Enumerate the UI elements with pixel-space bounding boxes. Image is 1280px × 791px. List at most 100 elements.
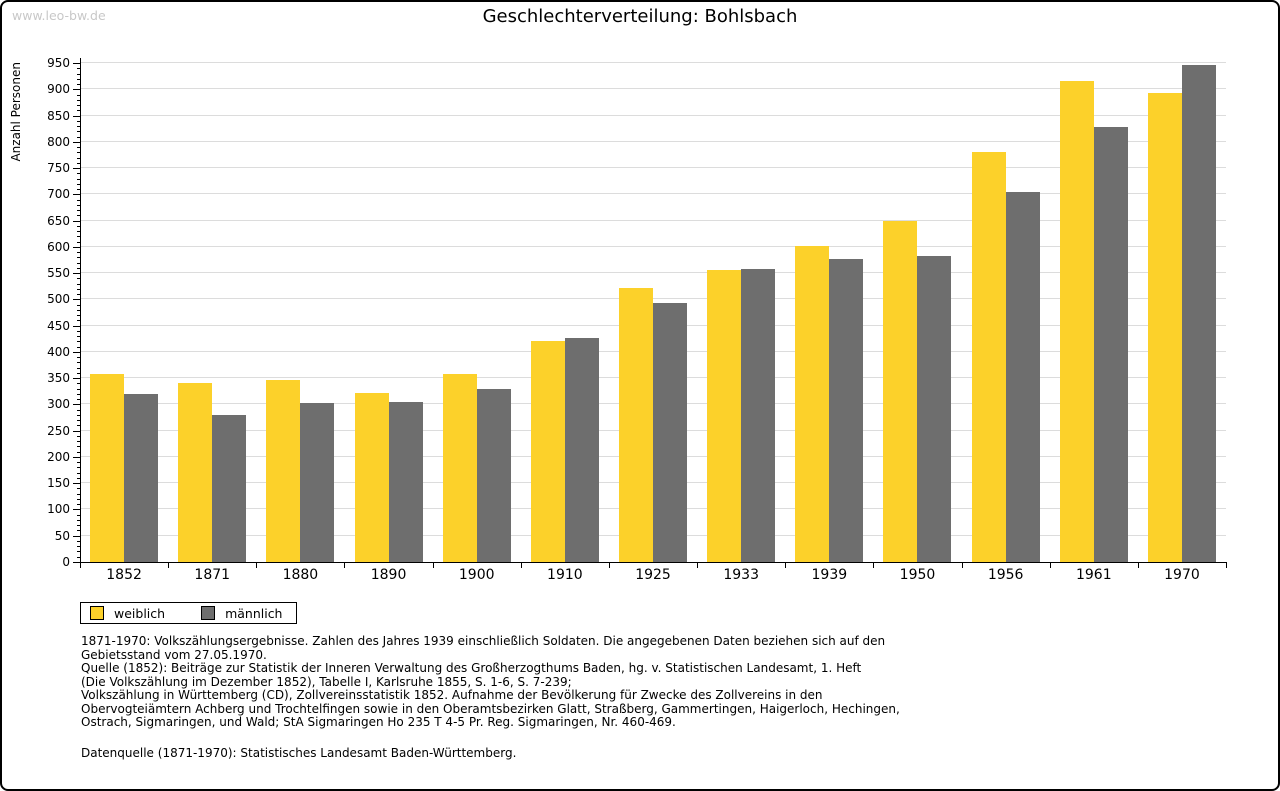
y-tick-400 xyxy=(73,351,80,353)
footnote-line-6: Obervogteiämtern Achberg und Trochtelfin… xyxy=(81,701,900,716)
legend-label: männlich xyxy=(225,605,283,621)
y-tick-200 xyxy=(73,456,80,458)
y-tick-840 xyxy=(77,120,80,122)
y-tick-900 xyxy=(73,89,80,91)
bar-1939-männlich xyxy=(829,258,864,562)
y-tick-750 xyxy=(73,168,80,170)
y-tick-280 xyxy=(77,414,80,416)
y-tick-740 xyxy=(77,173,80,175)
bar-1871-männlich xyxy=(212,414,247,562)
bar-group-1871 xyxy=(168,63,256,562)
y-tick-660 xyxy=(77,215,80,217)
x-tick-0 xyxy=(80,563,81,568)
x-axis-labels: 1852 1871 1880 1890 1900 1910 1925 1933 1939 1950… xyxy=(80,567,1226,583)
y-tick-820 xyxy=(77,131,80,133)
y-tick-930 xyxy=(77,73,80,75)
page-title: Geschlechterverteilung: Bohlsbach xyxy=(482,6,798,27)
footnote-line-7: Ostrach, Sigmaringen, und Wald; StA Sigm… xyxy=(81,715,676,729)
y-tick-540 xyxy=(77,278,80,280)
gridline-750 xyxy=(80,167,1226,169)
y-tick-530 xyxy=(77,283,80,285)
y-tick-380 xyxy=(77,362,80,364)
y-tick-650 xyxy=(73,220,80,222)
y-tick-490 xyxy=(77,304,80,306)
legend-label: weiblich xyxy=(114,605,166,621)
bar-groups xyxy=(80,63,1226,562)
y-tick-700 xyxy=(73,194,80,196)
y-tick-480 xyxy=(77,309,80,311)
y-tick-500 xyxy=(73,299,80,301)
y-tick-580 xyxy=(77,257,80,259)
y-tick-150 xyxy=(73,483,80,485)
datasource-line: Datenquelle (1871-1970): Statistisches L… xyxy=(81,745,517,760)
bar-1961-weiblich xyxy=(1059,81,1094,562)
bar-1933-männlich xyxy=(741,268,776,562)
y-tick-label-250: 250 xyxy=(47,423,70,438)
y-tick-630 xyxy=(77,231,80,233)
gridline-850 xyxy=(80,114,1226,116)
bar-1910-männlich xyxy=(564,338,599,562)
y-tick-880 xyxy=(77,99,80,101)
y-tick-60 xyxy=(77,530,80,532)
y-tick-label-850: 850 xyxy=(47,108,70,123)
y-axis-line xyxy=(80,58,81,563)
bar-1890-männlich xyxy=(388,401,423,562)
y-tick-910 xyxy=(77,84,80,85)
x-tick-6 xyxy=(608,563,610,568)
bar-group-1956 xyxy=(962,63,1050,562)
x-tick-8 xyxy=(785,563,787,568)
y-tick-label-800: 800 xyxy=(47,134,70,149)
y-tick-140 xyxy=(77,488,80,490)
bar-group-1939 xyxy=(785,63,873,562)
y-tick-160 xyxy=(77,477,80,479)
x-tick-label-1950: 1950 xyxy=(899,567,936,583)
y-tick-10 xyxy=(77,556,80,558)
bar-1956-männlich xyxy=(1005,191,1040,562)
y-tick-570 xyxy=(77,262,80,264)
y-tick-label-600: 600 xyxy=(47,239,70,254)
y-tick-560 xyxy=(77,267,80,269)
plot-area xyxy=(80,62,1227,568)
y-tick-170 xyxy=(77,472,80,474)
gridline-650 xyxy=(80,219,1226,221)
y-tick-680 xyxy=(77,204,80,206)
watermark: www.leo-bw.de xyxy=(12,8,106,23)
y-tick-label-300: 300 xyxy=(47,397,70,412)
x-tick-label-1925: 1925 xyxy=(635,567,671,583)
y-tick-label-750: 750 xyxy=(47,161,70,176)
x-tick-12 xyxy=(1137,563,1139,568)
y-tick-810 xyxy=(77,136,80,138)
y-tick-label-500: 500 xyxy=(47,292,70,307)
y-tick-label-50: 50 xyxy=(54,528,70,543)
x-tick-1 xyxy=(168,563,170,568)
bar-1939-weiblich xyxy=(795,246,830,562)
footnote-line-3: Quelle (1852): Beiträge zur Statistik de… xyxy=(81,661,862,675)
bar-group-1933 xyxy=(697,63,785,562)
y-tick-label-450: 450 xyxy=(47,318,70,333)
y-tick-670 xyxy=(77,210,80,212)
y-tick-830 xyxy=(77,126,80,128)
footnote-lines: 1871-1970: Volkszählungsergebnisse. Zahl… xyxy=(81,634,900,730)
y-tick-30 xyxy=(77,546,80,548)
y-tick-510 xyxy=(77,294,80,296)
footnotes: 1871-1970: Volkszählungsergebnisse. Zahl… xyxy=(81,634,900,760)
y-tick-label-400: 400 xyxy=(47,344,70,359)
bar-1871-weiblich xyxy=(178,383,213,562)
y-tick-800 xyxy=(73,141,80,143)
bar-group-1900 xyxy=(433,63,521,562)
y-tick-0 xyxy=(73,562,80,563)
y-tick-350 xyxy=(73,378,80,380)
y-tick-220 xyxy=(77,446,80,448)
y-tick-460 xyxy=(77,320,80,322)
bar-group-1961 xyxy=(1050,63,1138,562)
y-tick-130 xyxy=(77,493,80,495)
y-tick-320 xyxy=(77,393,80,395)
y-tick-690 xyxy=(77,199,80,201)
y-tick-520 xyxy=(77,288,80,290)
x-tick-9 xyxy=(873,563,875,568)
footnote-line-4: (Die Volkszählung im Dezember 1852), Tab… xyxy=(81,674,572,689)
bar-1880-weiblich xyxy=(266,380,301,562)
footnote-line-5: Volkszählung in Württemberg (CD), Zollve… xyxy=(81,688,823,702)
y-tick-label-700: 700 xyxy=(47,187,70,202)
gridline-700 xyxy=(80,193,1226,195)
